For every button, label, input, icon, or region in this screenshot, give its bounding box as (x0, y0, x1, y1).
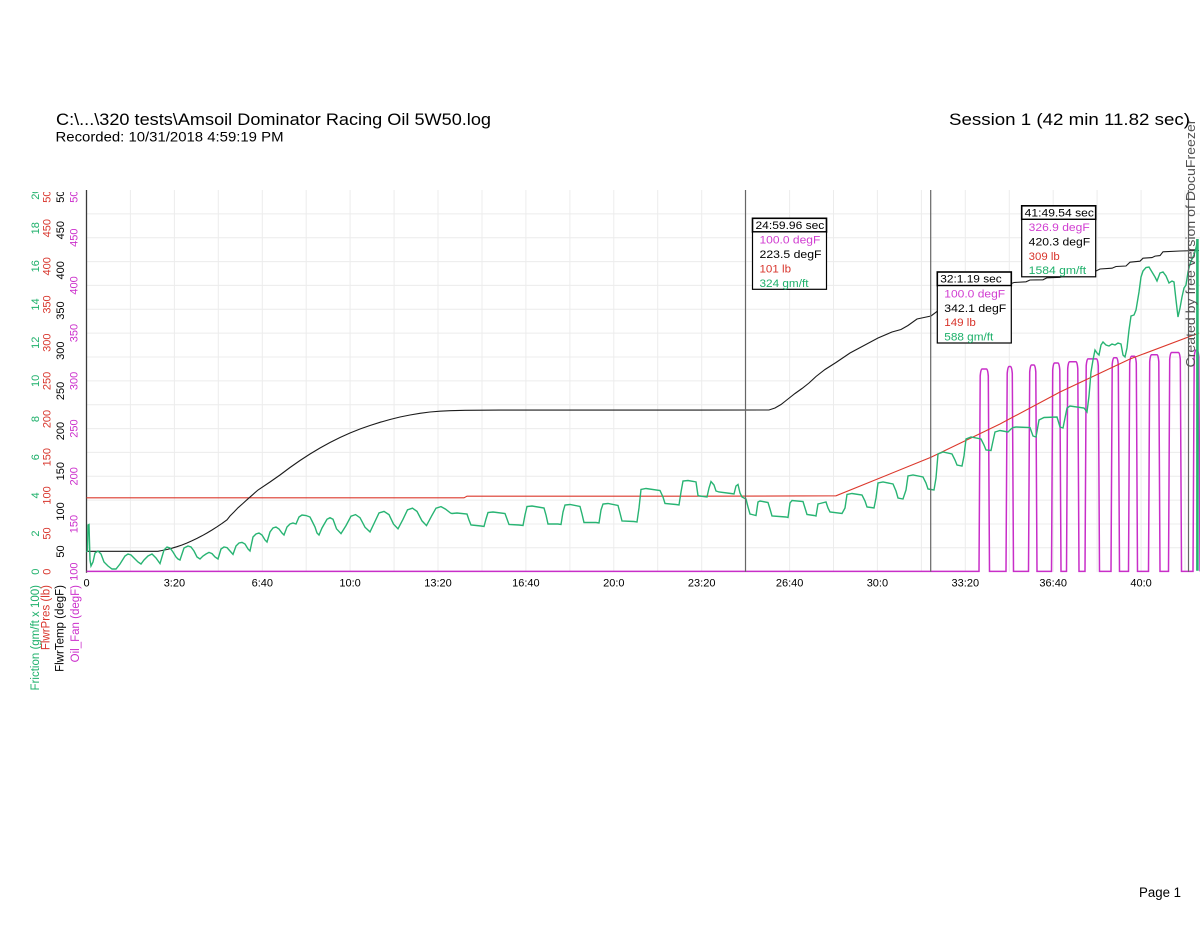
svg-text:300: 300 (55, 342, 67, 360)
svg-text:200: 200 (42, 410, 54, 428)
svg-text:Friction (gm/ft x 100): Friction (gm/ft x 100) (30, 585, 42, 691)
svg-text:350: 350 (55, 301, 67, 319)
svg-text:309 lb: 309 lb (1029, 251, 1060, 263)
svg-text:0: 0 (42, 569, 54, 575)
svg-text:350: 350 (42, 295, 54, 313)
svg-text:50: 50 (55, 545, 67, 557)
svg-text:300: 300 (42, 334, 54, 352)
svg-text:1584 gm/ft: 1584 gm/ft (1029, 265, 1087, 277)
svg-text:200: 200 (68, 467, 80, 485)
svg-text:342.1 degF: 342.1 degF (944, 303, 1007, 315)
svg-text:350: 350 (68, 324, 80, 342)
svg-text:24:59.96 sec: 24:59.96 sec (756, 220, 826, 232)
svg-text:20: 20 (30, 187, 42, 199)
svg-text:400: 400 (68, 276, 80, 294)
svg-text:30:0: 30:0 (867, 578, 888, 590)
svg-text:223.5 degF: 223.5 degF (760, 249, 823, 261)
svg-text:FlwrTemp (degF): FlwrTemp (degF) (55, 585, 67, 672)
svg-text:150: 150 (68, 515, 80, 533)
svg-text:C:\...\320 tests\Amsoil Domina: C:\...\320 tests\Amsoil Dominator Racing… (56, 110, 491, 129)
svg-text:Session 1 (42 min 11.82 sec): Session 1 (42 min 11.82 sec) (949, 110, 1190, 129)
svg-text:Created by free version of Doc: Created by free version of DocuFreezer (1183, 119, 1198, 368)
svg-text:100: 100 (68, 563, 80, 581)
svg-text:149 lb: 149 lb (944, 317, 976, 329)
svg-text:0: 0 (30, 569, 42, 575)
svg-text:250: 250 (42, 372, 54, 390)
svg-text:250: 250 (68, 419, 80, 437)
svg-text:500: 500 (55, 184, 67, 202)
svg-text:16: 16 (30, 260, 42, 272)
svg-text:450: 450 (42, 219, 54, 237)
svg-text:588 gm/ft: 588 gm/ft (944, 332, 993, 344)
svg-text:14: 14 (30, 298, 42, 310)
svg-text:324 gm/ft: 324 gm/ft (760, 278, 809, 290)
svg-text:FlwrPres (lb): FlwrPres (lb) (40, 585, 52, 650)
svg-text:100: 100 (55, 502, 67, 520)
svg-text:41:49.54 sec: 41:49.54 sec (1025, 208, 1095, 220)
svg-text:33:20: 33:20 (952, 578, 980, 590)
svg-text:100: 100 (42, 486, 54, 504)
svg-text:101 lb: 101 lb (760, 263, 792, 275)
svg-text:36:40: 36:40 (1039, 578, 1067, 590)
svg-text:100.0 degF: 100.0 degF (944, 288, 1005, 300)
svg-text:326.9 degF: 326.9 degF (1029, 222, 1091, 234)
svg-text:8: 8 (30, 416, 42, 422)
svg-text:6:40: 6:40 (252, 578, 273, 590)
svg-text:500: 500 (68, 184, 80, 202)
svg-text:10:0: 10:0 (339, 578, 360, 590)
svg-text:32:1.19 sec: 32:1.19 sec (940, 274, 1002, 286)
svg-text:3:20: 3:20 (164, 578, 185, 590)
svg-text:200: 200 (55, 422, 67, 440)
svg-text:18: 18 (30, 222, 42, 234)
svg-text:Recorded: 10/31/2018 4:59:19 P: Recorded: 10/31/2018 4:59:19 PM (56, 129, 284, 145)
svg-text:150: 150 (55, 462, 67, 480)
svg-text:0: 0 (83, 578, 89, 590)
svg-text:450: 450 (55, 221, 67, 239)
svg-text:450: 450 (68, 229, 80, 247)
svg-text:400: 400 (42, 257, 54, 275)
svg-text:4: 4 (30, 492, 42, 498)
svg-text:16:40: 16:40 (512, 578, 540, 590)
svg-text:400: 400 (55, 261, 67, 279)
svg-text:50: 50 (42, 527, 54, 539)
svg-text:26:40: 26:40 (776, 578, 804, 590)
svg-text:10: 10 (30, 375, 42, 387)
svg-text:500: 500 (42, 184, 54, 202)
svg-text:300: 300 (68, 372, 80, 390)
svg-text:100.0 degF: 100.0 degF (760, 235, 821, 247)
svg-text:23:20: 23:20 (688, 578, 716, 590)
svg-text:40:0: 40:0 (1130, 578, 1151, 590)
svg-text:12: 12 (30, 337, 42, 349)
svg-text:250: 250 (55, 382, 67, 400)
svg-text:Page 1: Page 1 (1139, 885, 1181, 900)
svg-text:Oil_Fan (degF): Oil_Fan (degF) (70, 585, 82, 663)
svg-text:20:0: 20:0 (603, 578, 624, 590)
svg-text:150: 150 (42, 448, 54, 466)
svg-text:420.3 degF: 420.3 degF (1029, 237, 1091, 249)
svg-text:13:20: 13:20 (424, 578, 452, 590)
svg-text:6: 6 (30, 454, 42, 460)
svg-text:2: 2 (30, 530, 42, 536)
